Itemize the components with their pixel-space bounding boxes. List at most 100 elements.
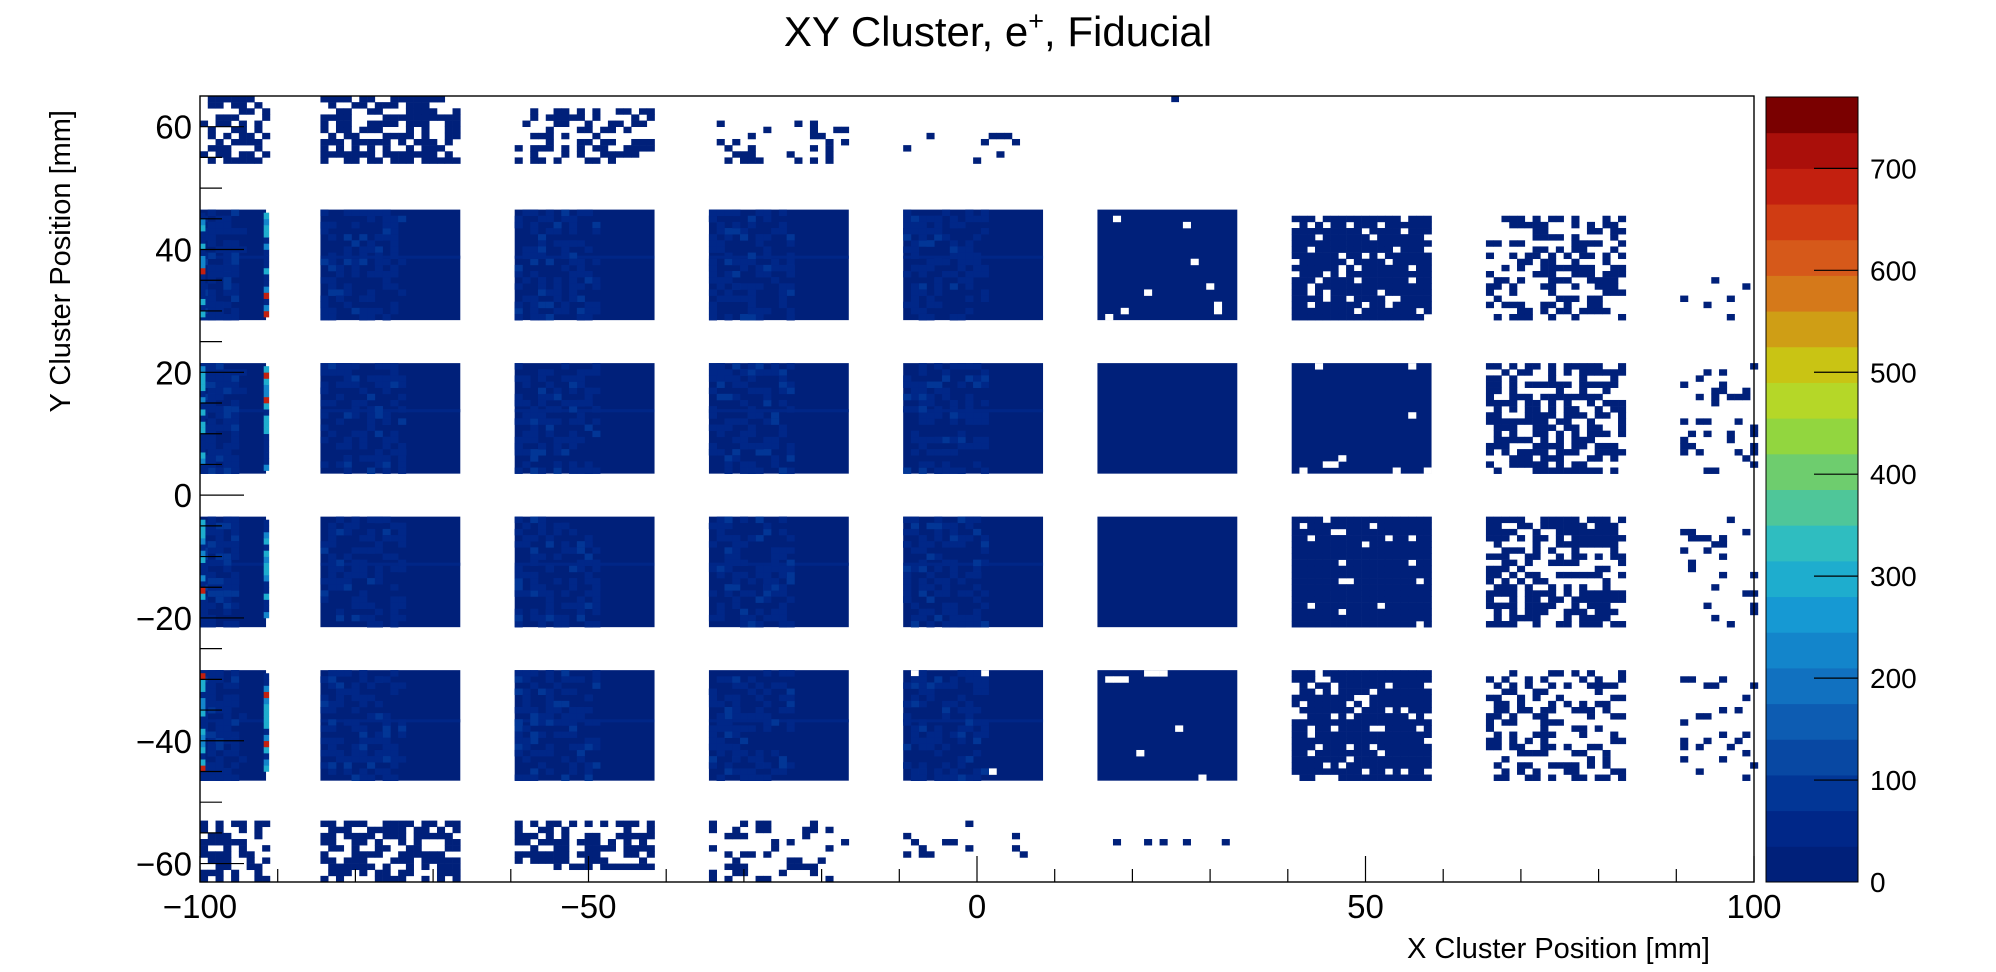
heatmap-cell <box>716 240 725 247</box>
hot-line <box>708 409 849 413</box>
hot-edge-cell <box>263 728 270 735</box>
heatmap-cell <box>910 774 920 781</box>
heatmap-cell <box>1322 670 1331 677</box>
heatmap-cell <box>1416 246 1425 253</box>
heatmap-cell <box>207 762 216 769</box>
hot-edge-cell <box>200 703 206 711</box>
heatmap-cell <box>231 430 240 438</box>
heatmap-cell <box>398 151 407 158</box>
heatmap-cell <box>561 756 570 763</box>
heatmap-block <box>200 820 271 883</box>
heatmap-cell <box>238 228 247 235</box>
heatmap-cell <box>1408 608 1417 616</box>
heatmap-cell <box>1307 774 1316 781</box>
heatmap-cell <box>1299 313 1308 321</box>
heatmap-cell <box>553 731 562 738</box>
heatmap-cell <box>1602 516 1611 524</box>
heatmap-cell <box>1517 240 1526 247</box>
empty-bin <box>1175 725 1184 732</box>
heatmap-cell <box>1602 430 1611 438</box>
heatmap-cell <box>732 209 741 217</box>
heatmap-cell <box>576 676 585 683</box>
heatmap-cell <box>763 369 772 376</box>
heatmap-cell <box>1322 602 1331 610</box>
hot-edge-cell <box>263 673 270 680</box>
empty-bin <box>1151 670 1160 677</box>
heatmap-cell <box>207 547 216 554</box>
heatmap-cell <box>231 820 240 828</box>
empty-bin <box>1105 676 1114 683</box>
heatmap-cell <box>1307 621 1316 628</box>
heatmap-cell <box>1338 700 1347 708</box>
heatmap-cell <box>335 749 345 757</box>
heatmap-cell <box>1353 614 1362 622</box>
hot-edge-cell <box>263 243 270 250</box>
heatmap-cell <box>335 608 345 616</box>
heatmap-cell <box>262 151 271 158</box>
heatmap-cell <box>390 553 399 560</box>
heatmap-cell <box>223 863 232 871</box>
heatmap-cell <box>374 449 383 456</box>
heatmap-cell <box>351 399 360 407</box>
heatmap-cell <box>343 157 352 164</box>
heatmap-cell <box>1377 762 1386 769</box>
heatmap-cell <box>382 455 391 462</box>
heatmap-cell <box>980 228 989 235</box>
heatmap-cell <box>949 522 958 530</box>
heatmap-cell <box>1571 221 1580 229</box>
heatmap-cell <box>1291 676 1300 683</box>
heatmap-cell <box>351 706 360 714</box>
heatmap-cell <box>1563 522 1572 530</box>
heatmap-cell <box>1571 774 1580 781</box>
heatmap-cell <box>592 467 601 474</box>
heatmap-cell <box>1361 522 1370 530</box>
heatmap-cell <box>207 289 216 296</box>
heatmap-cell <box>1532 608 1541 616</box>
heatmap-cell <box>1338 535 1347 542</box>
heatmap-cell <box>328 221 337 229</box>
heatmap-cell <box>553 845 562 852</box>
heatmap-cell <box>367 756 376 763</box>
heatmap-cell <box>215 114 224 121</box>
heatmap-cell <box>1314 737 1324 745</box>
heatmap-cell <box>238 132 247 140</box>
heatmap-cell <box>1594 240 1603 247</box>
heatmap-cell <box>374 768 383 775</box>
heatmap-cell <box>320 832 329 840</box>
heatmap-cell <box>1509 363 1518 370</box>
x-axis: −100 −50 0 50 100 <box>163 856 1782 925</box>
heatmap-cell <box>1680 381 1689 388</box>
heatmap-cell <box>1377 271 1386 278</box>
heatmap-cell <box>957 264 966 272</box>
heatmap-cell <box>359 565 368 573</box>
heatmap-cell <box>615 820 624 828</box>
heatmap-cell <box>390 621 399 628</box>
heatmap-cell <box>1540 688 1549 696</box>
heatmap-cell <box>1423 596 1432 603</box>
heatmap-cell <box>1548 743 1557 751</box>
heatmap-cell <box>1322 719 1331 726</box>
heatmap-cell <box>957 442 966 450</box>
heatmap-cell <box>965 535 974 542</box>
heatmap-cell <box>343 688 352 696</box>
heatmap-cell <box>207 449 216 456</box>
heatmap-cell <box>1586 424 1596 431</box>
heatmap-cell <box>903 762 912 769</box>
heatmap-cell <box>367 406 376 413</box>
empty-bin <box>988 768 997 775</box>
heatmap-cell <box>320 258 329 266</box>
heatmap-cell <box>530 424 539 431</box>
heatmap-cell <box>1330 289 1339 296</box>
heatmap-cell <box>359 252 368 260</box>
heatmap-cell <box>343 151 352 158</box>
heatmap-cell <box>592 307 601 315</box>
hot-edge-cell <box>200 218 206 226</box>
heatmap-cell <box>367 694 376 702</box>
heatmap-cell <box>1307 737 1316 745</box>
heatmap-cell <box>1517 749 1526 757</box>
heatmap-cell <box>1548 774 1557 781</box>
heatmap-cell <box>1338 731 1347 738</box>
heatmap-cell <box>1509 418 1518 425</box>
heatmap-cell <box>1594 307 1603 315</box>
heatmap-block <box>320 516 461 628</box>
